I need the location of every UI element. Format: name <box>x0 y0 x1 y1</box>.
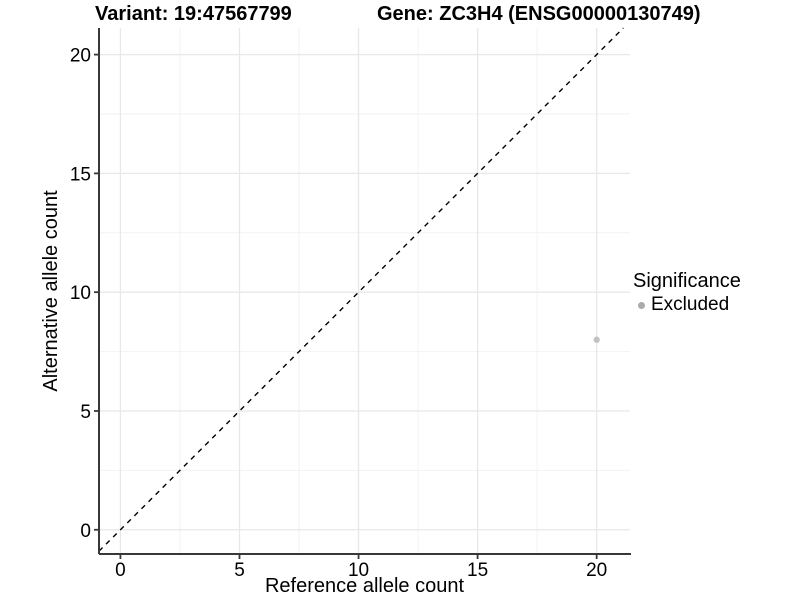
excluded-point-icon <box>638 301 645 309</box>
y-tick-label: 5 <box>80 402 91 423</box>
plot-title-variant: Variant: 19:47567799 <box>95 3 292 25</box>
x-tick-label: 5 <box>234 560 245 581</box>
y-tick-label: 15 <box>70 164 91 185</box>
y-tick-label: 10 <box>70 283 91 304</box>
identity-line <box>98 27 624 552</box>
x-tick-label: 10 <box>348 560 369 581</box>
y-tick-label: 0 <box>80 521 91 542</box>
x-axis-label: Reference allele count <box>265 575 464 597</box>
data-point <box>593 336 600 343</box>
legend-item-excluded: Excluded <box>632 294 741 316</box>
legend-title: Significance <box>633 270 741 292</box>
x-tick-label: 20 <box>586 560 607 581</box>
y-tick-label: 20 <box>70 46 91 67</box>
legend: Significance Excluded <box>632 270 741 316</box>
x-tick-label: 15 <box>467 560 488 581</box>
plot-title-gene: Gene: ZC3H4 (ENSG00000130749) <box>377 3 701 25</box>
x-tick-label: 0 <box>115 560 126 581</box>
legend-item-label: Excluded <box>651 294 730 315</box>
y-axis-label: Alternative allele count <box>40 190 62 392</box>
